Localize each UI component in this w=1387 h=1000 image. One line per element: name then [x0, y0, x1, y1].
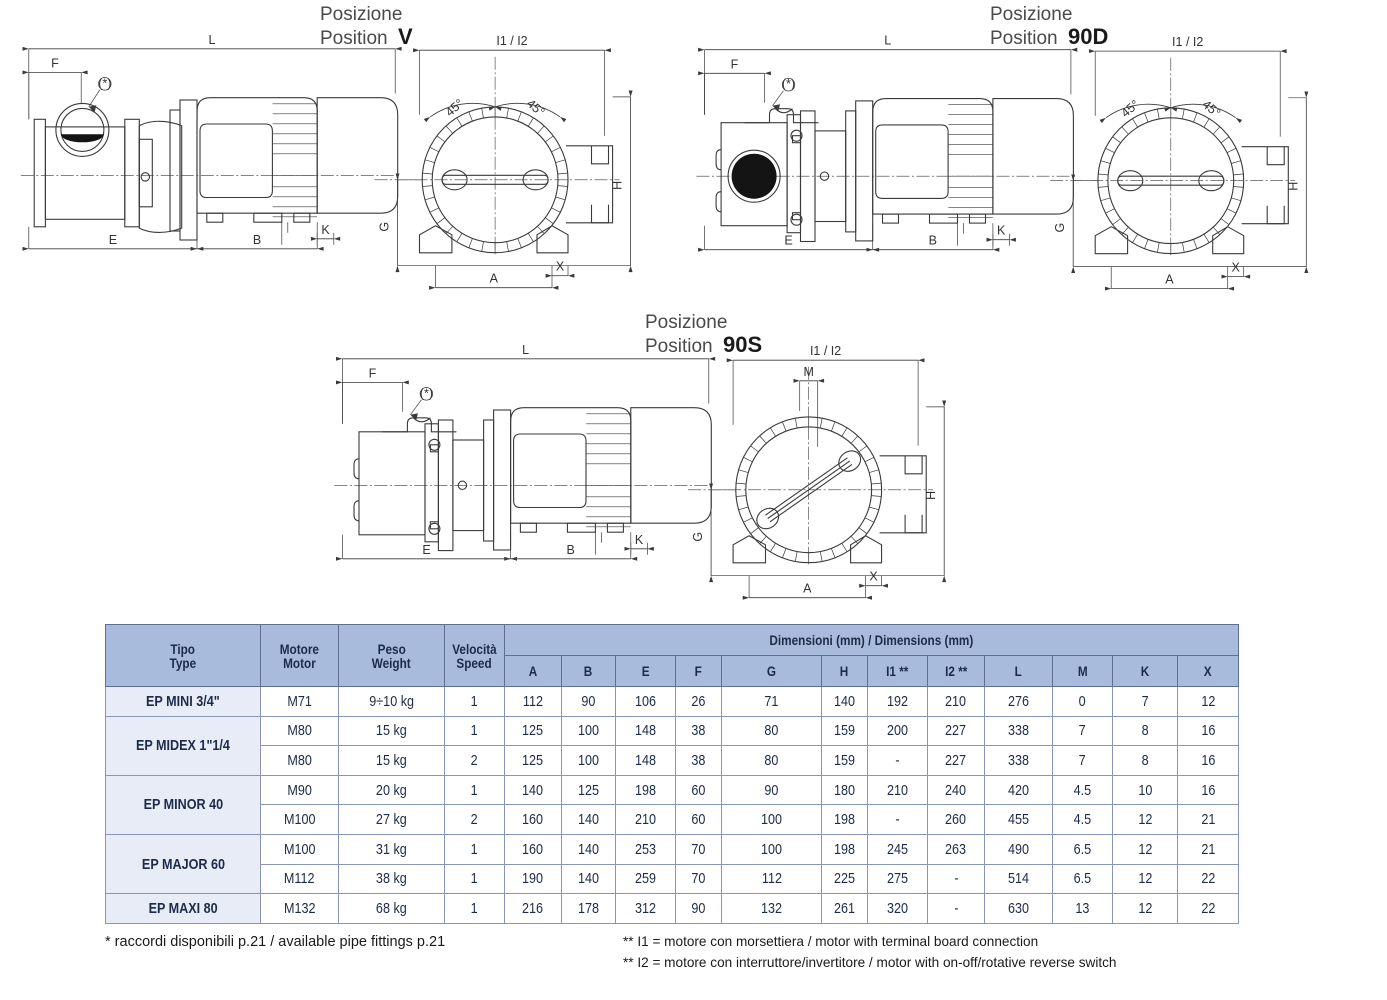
svg-text:(*): (*) — [98, 76, 111, 90]
svg-text:90S: 90S — [723, 332, 762, 357]
svg-text:E: E — [784, 234, 792, 248]
svg-text:Position: Position — [645, 336, 713, 357]
svg-text:A: A — [1165, 273, 1174, 287]
svg-text:B: B — [567, 543, 575, 557]
svg-text:I1 / I2: I1 / I2 — [810, 344, 841, 358]
svg-text:A: A — [803, 582, 812, 596]
svg-text:G: G — [1053, 223, 1067, 233]
svg-text:F: F — [369, 366, 377, 380]
svg-text:X: X — [556, 260, 565, 274]
svg-text:L: L — [209, 33, 216, 47]
svg-text:K: K — [997, 224, 1006, 238]
svg-text:L: L — [884, 34, 891, 48]
svg-text:F: F — [51, 56, 59, 70]
svg-text:H: H — [611, 181, 625, 190]
svg-text:X: X — [1232, 261, 1241, 275]
svg-text:L: L — [522, 343, 529, 357]
svg-text:M: M — [803, 365, 813, 379]
svg-text:(*): (*) — [782, 77, 795, 91]
svg-text:G: G — [691, 532, 705, 542]
svg-text:45°: 45° — [524, 96, 547, 119]
svg-text:K: K — [635, 533, 644, 547]
svg-text:Posizione: Posizione — [645, 312, 727, 333]
svg-text:X: X — [869, 570, 878, 584]
svg-text:Position: Position — [320, 28, 388, 49]
svg-text:(*): (*) — [420, 386, 433, 400]
svg-text:45°: 45° — [1200, 97, 1223, 120]
svg-text:A: A — [490, 272, 499, 286]
svg-text:B: B — [929, 234, 937, 248]
svg-text:90D: 90D — [1068, 24, 1108, 49]
svg-text:G: G — [378, 222, 392, 232]
svg-text:Position: Position — [990, 28, 1058, 49]
svg-text:I1 / I2: I1 / I2 — [1172, 35, 1203, 49]
svg-text:45°: 45° — [1118, 97, 1141, 120]
svg-text:45°: 45° — [443, 96, 466, 119]
svg-text:V: V — [398, 24, 413, 49]
svg-text:Posizione: Posizione — [320, 4, 402, 25]
svg-text:E: E — [422, 543, 430, 557]
svg-text:E: E — [109, 233, 117, 247]
svg-text:Posizione: Posizione — [990, 4, 1072, 25]
svg-text:F: F — [731, 57, 739, 71]
svg-text:H: H — [924, 491, 938, 500]
svg-text:B: B — [253, 233, 261, 247]
svg-text:H: H — [1286, 182, 1300, 191]
svg-text:K: K — [321, 223, 330, 237]
svg-text:I1 / I2: I1 / I2 — [496, 34, 527, 48]
